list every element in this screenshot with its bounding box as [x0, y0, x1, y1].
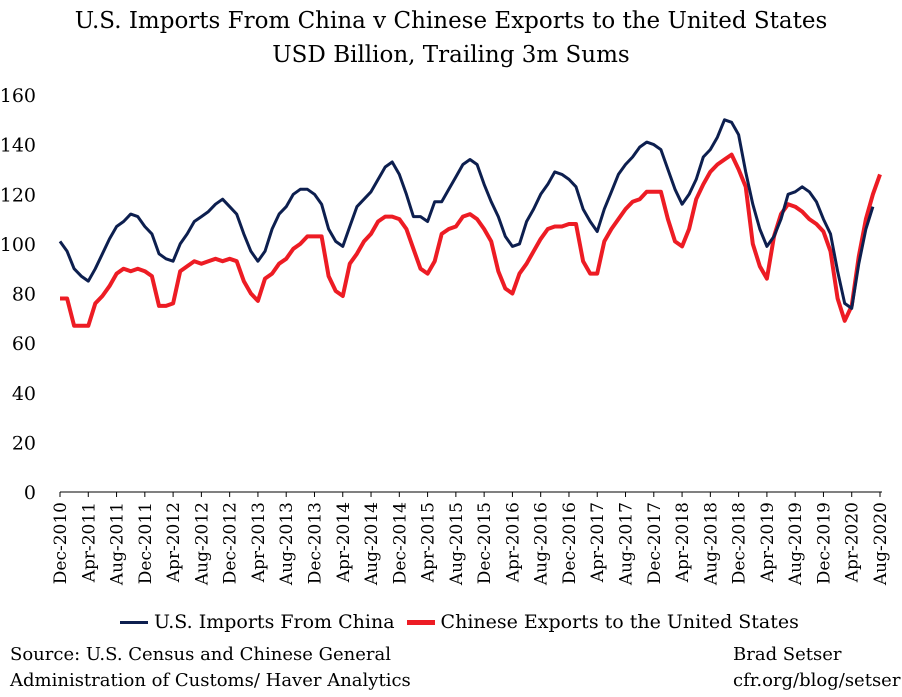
x-tick-label: Apr-2011	[79, 502, 99, 583]
legend: U.S. Imports From China Chinese Exports …	[120, 611, 811, 633]
x-tick-label: Apr-2019	[758, 502, 778, 583]
x-tick-label: Apr-2013	[249, 502, 269, 583]
x-tick-label: Aug-2019	[786, 502, 806, 586]
x-tick-label: Aug-2011	[108, 502, 128, 586]
y-tick-label: 100	[0, 234, 36, 256]
legend-item-imports: U.S. Imports From China	[120, 611, 395, 633]
x-tick-label: Apr-2014	[334, 502, 354, 583]
x-tick-label: Aug-2012	[192, 502, 212, 586]
x-tick-label: Aug-2020	[871, 502, 891, 586]
source-line-2: Administration of Customs/ Haver Analyti…	[10, 670, 411, 691]
y-tick-label: 160	[0, 85, 36, 107]
x-tick-label: Apr-2018	[673, 502, 693, 583]
series-lines	[58, 118, 882, 328]
x-tick-label: Dec-2017	[645, 502, 665, 584]
legend-label-exports: Chinese Exports to the United States	[440, 611, 799, 633]
legend-swatch-imports	[120, 620, 148, 624]
y-tick-label: 0	[24, 482, 36, 504]
x-axis: Dec-2010 Apr-2011 Aug-2011 Dec-2011 Apr-2012…	[51, 492, 891, 586]
x-tick-label: Dec-2019	[814, 502, 834, 584]
legend-swatch-exports	[406, 619, 435, 625]
y-axis: 0 20 40 60 80 100 120 140 160	[0, 85, 882, 504]
author-url: cfr.org/blog/setser	[733, 670, 901, 691]
x-tick-label: Apr-2020	[843, 502, 863, 583]
x-tick-label: Dec-2016	[560, 502, 580, 584]
y-tick-label: 80	[12, 284, 36, 306]
x-tick-label: Apr-2016	[503, 502, 523, 583]
x-tick-label: Aug-2016	[532, 502, 552, 586]
x-tick-label: Dec-2013	[305, 502, 325, 584]
x-tick-label: Aug-2013	[277, 502, 297, 586]
y-tick-label: 140	[0, 135, 36, 157]
y-tick-label: 60	[12, 333, 36, 355]
x-tick-label: Dec-2015	[475, 502, 495, 584]
series-line-chinese-exports	[60, 152, 882, 328]
x-tick-label: Aug-2018	[701, 502, 721, 586]
author-byline: Brad Setser	[733, 644, 842, 665]
y-tick-label: 20	[12, 432, 36, 454]
x-tick-label: Aug-2014	[362, 502, 382, 586]
y-tick-label: 120	[0, 184, 36, 206]
chart-title: U.S. Imports From China v Chinese Export…	[74, 8, 828, 34]
x-tick-label: Aug-2015	[447, 502, 467, 586]
x-tick-label: Apr-2015	[419, 502, 439, 583]
x-tick-label: Apr-2017	[588, 502, 608, 583]
x-tick-label: Dec-2010	[51, 502, 71, 584]
x-tick-label: Dec-2018	[730, 502, 750, 584]
x-tick-label: Dec-2014	[390, 502, 410, 584]
legend-item-exports: Chinese Exports to the United States	[406, 611, 799, 633]
x-tick-label: Aug-2017	[617, 502, 637, 586]
series-line-us-imports	[58, 118, 875, 310]
x-tick-label: Apr-2012	[164, 502, 184, 583]
y-tick-label: 40	[12, 383, 36, 405]
chart-subtitle: USD Billion, Trailing 3m Sums	[272, 42, 630, 68]
legend-label-imports: U.S. Imports From China	[154, 611, 395, 633]
x-tick-label: Dec-2012	[221, 502, 241, 584]
source-line-1: Source: U.S. Census and Chinese General	[10, 644, 391, 665]
x-tick-label: Dec-2011	[136, 502, 156, 584]
